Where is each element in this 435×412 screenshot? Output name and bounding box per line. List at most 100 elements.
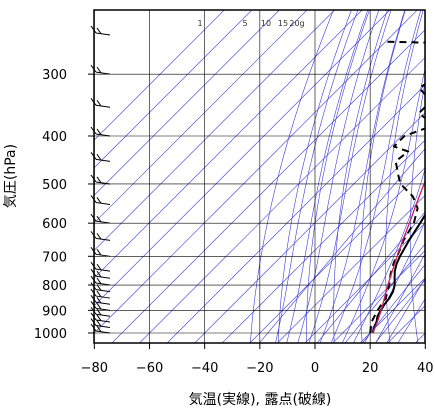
- barb-flag: [96, 290, 102, 298]
- isotherm-line: [94, 10, 391, 307]
- moist-adiabat-line: [275, 10, 359, 343]
- barb-shaft: [95, 253, 111, 257]
- y-tick-label: 400: [42, 130, 67, 145]
- barb-flag: [96, 303, 102, 310]
- barb-shaft: [95, 325, 111, 329]
- isotherm-line: [304, 222, 425, 343]
- mixing-ratio-label: 15: [278, 19, 288, 28]
- mixing-ratio-labels: 1 5 10 15 20g: [197, 19, 304, 28]
- x-tick-label: −20: [246, 361, 273, 376]
- barb-shaft: [95, 307, 111, 311]
- barb-shaft: [95, 104, 111, 108]
- profile-lines: [369, 40, 425, 334]
- isotherm-line: [194, 112, 425, 343]
- y-tick-label: 1000: [34, 327, 67, 342]
- parcel-line: [372, 179, 425, 334]
- barb-shaft: [95, 330, 111, 334]
- moist-adiabat-line: [286, 10, 369, 343]
- isotherm-line: [139, 57, 425, 343]
- dry-adiabat-line: [278, 10, 352, 343]
- barb-flag: [96, 128, 102, 135]
- barb-shaft: [95, 282, 111, 286]
- barb-flag: [96, 284, 102, 291]
- barb-flag: [96, 249, 102, 256]
- barb-flag: [96, 66, 102, 74]
- isotherm-line: [94, 10, 336, 252]
- y-tick-label: 700: [42, 250, 67, 265]
- isotherm-line: [166, 84, 425, 343]
- moist-adiabat-line: [319, 10, 406, 343]
- barb-flag: [96, 176, 102, 183]
- barb-shaft: [95, 133, 111, 137]
- mixing-ratio-line: [344, 243, 425, 343]
- x-axis: −80 −60 −40 −20 0 20 40: [81, 343, 434, 376]
- moist-adiabat-line: [308, 10, 392, 343]
- y-axis: 1002003004005006007008009001000: [34, 68, 94, 342]
- moist-adiabat-line: [297, 10, 380, 343]
- y-tick-label: 900: [42, 304, 67, 319]
- moist-adiabat-line: [353, 168, 425, 343]
- barb-shaft: [95, 319, 111, 323]
- barb-shaft: [95, 295, 111, 299]
- y-tick-label: 300: [42, 68, 67, 83]
- barb-shaft: [95, 201, 111, 205]
- isotherm-line: [94, 10, 253, 169]
- isotherm-line: [221, 139, 425, 343]
- y-axis-title: 気圧(hPa): [3, 144, 19, 208]
- barb-flag: [96, 27, 102, 34]
- x-tick-label: 20: [362, 361, 379, 376]
- mixing-ratio-label: 5: [242, 19, 247, 28]
- isotherm-line: [94, 10, 308, 224]
- dewpoint-line: [369, 40, 425, 334]
- barb-flag: [96, 100, 102, 107]
- mixing-ratio-line: [316, 211, 425, 343]
- barb-flag: [96, 308, 102, 316]
- isotherm-line: [249, 167, 425, 343]
- barb-shaft: [95, 275, 111, 279]
- isotherm-line: [359, 277, 425, 343]
- y-tick-label: 600: [42, 217, 67, 232]
- x-axis-title: 気温(実線), 露点(破線): [189, 392, 332, 408]
- temperature-line: [371, 213, 425, 334]
- moist-adiabat-line: [341, 67, 425, 343]
- barb-flag: [96, 270, 102, 278]
- barb-shaft: [95, 268, 111, 272]
- isotherm-line: [94, 10, 225, 141]
- barb-shaft: [95, 220, 111, 224]
- barb-flag: [96, 197, 102, 204]
- barb-flag: [96, 325, 102, 332]
- moist-adiabat-line: [375, 253, 425, 343]
- barb-shaft: [95, 32, 111, 36]
- x-tick-label: −80: [81, 361, 108, 376]
- x-tick-label: 0: [311, 361, 319, 376]
- barb-flag: [96, 215, 102, 223]
- moist-adiabat-line: [386, 277, 425, 343]
- mixing-ratio-label: 20g: [289, 19, 304, 28]
- barb-flag: [96, 263, 102, 271]
- moist-adiabat-line: [397, 298, 425, 343]
- mixing-ratio-label: 10: [261, 19, 271, 28]
- x-tick-label: 40: [417, 361, 434, 376]
- barb-flag: [96, 277, 102, 285]
- barb-flag: [96, 320, 102, 327]
- barb-flag: [96, 233, 102, 240]
- x-tick-label: −40: [191, 361, 218, 376]
- barb-shaft: [95, 301, 111, 305]
- barb-shaft: [95, 237, 111, 241]
- y-tick-label: 800: [42, 279, 67, 294]
- y-tick-label: 500: [42, 178, 67, 193]
- isotherm-line: [94, 10, 363, 279]
- dry-adiabat-line: [250, 10, 334, 343]
- isotherm-line: [94, 10, 418, 334]
- barb-flag: [96, 297, 102, 304]
- mixing-ratio-label: 1: [197, 19, 202, 28]
- barb-flag: [96, 154, 102, 161]
- barb-shaft: [95, 158, 111, 162]
- barb-shaft: [95, 289, 111, 293]
- barb-shaft: [95, 181, 111, 185]
- barb-shaft: [95, 313, 111, 317]
- isotherm-line: [94, 10, 280, 196]
- isotherm-line: [332, 250, 425, 343]
- isotherm-line: [276, 194, 425, 343]
